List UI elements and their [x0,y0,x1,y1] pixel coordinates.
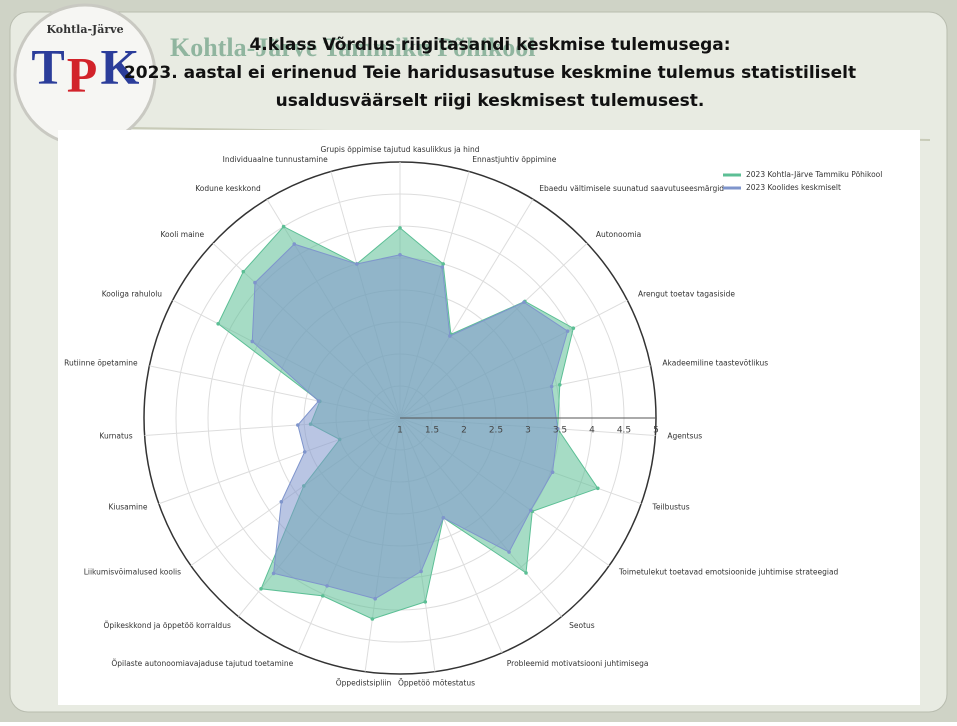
data-point [522,300,526,304]
r-tick-label: 2.5 [489,426,503,436]
data-point [282,225,286,229]
category-label: Rutiinne õpetamine [64,358,138,367]
data-point [448,334,452,338]
data-point [321,594,325,598]
category-label: Õpilaste autonoomiavajaduse tajutud toet… [111,659,293,668]
data-point [325,584,329,588]
data-point [441,262,445,266]
r-tick-label: 1.5 [425,426,439,436]
data-point [292,242,296,246]
data-point [272,572,276,576]
title-line: 2023. aastal ei erinenud Teie haridusasu… [124,63,856,83]
data-point [317,399,321,403]
logo-letter: T [31,38,64,94]
logo-top: Kohtla-Järve [46,23,123,36]
category-label: Õppetöö mõtestatus [398,679,475,688]
data-point [280,500,284,504]
r-tick-label: 5 [653,426,659,436]
data-point [371,617,375,621]
category-label: Kurnatus [99,431,132,440]
data-point [550,385,554,389]
category-label: Kiusamine [108,503,147,512]
data-point [524,571,528,575]
data-point [242,270,246,274]
r-tick-label: 4.5 [617,426,631,436]
data-point [398,226,402,230]
legend-label: 2023 Koolides keskmiselt [746,183,841,192]
r-tick-label: 2 [461,426,467,436]
data-point [259,587,263,591]
r-tick-label: 4 [589,426,595,436]
category-label: Akadeemiline taastevõtlikus [662,358,768,367]
category-label: Individuaalne tunnustamine [223,155,328,164]
category-label: Ebaedu vältimisele suunatud saavutuseesm… [539,184,724,193]
title-line: usaldusväärselt riigi keskmisest tulemus… [276,91,705,111]
logo-letter: P [67,46,98,102]
category-label: Autonoomia [596,230,641,239]
category-label: Teilbustus [652,503,690,512]
category-label: Kooli maine [160,230,204,239]
data-point [216,322,220,326]
category-label: Ennastjuhtiv õppimine [472,155,556,164]
category-label: Kodune keskkond [195,184,261,193]
data-point [423,600,427,604]
data-point [296,423,300,427]
data-point [398,253,402,257]
category-label: Kooliga rahulolu [102,290,163,299]
category-label: Seotus [569,621,595,630]
title-line: 4.klass Võrdlus riigitasandi keskmise tu… [249,35,730,55]
data-point [250,340,254,344]
data-point [572,326,576,330]
category-label: Agentsus [667,431,702,440]
r-tick-label: 3.5 [553,426,567,436]
data-point [373,597,377,601]
data-point [419,570,423,574]
data-point [253,281,257,285]
category-label: Toimetulekut toetavad emotsioonide juhti… [618,568,839,577]
data-point [551,470,555,474]
category-label: Probleemid motivatsiooni juhtimisega [507,659,649,668]
data-point [441,265,445,269]
legend-label: 2023 Kohtla-Järve Tammiku Põhikool [746,170,882,179]
r-tick-label: 1 [397,426,403,436]
data-point [566,329,570,333]
category-label: Õpikeskkond ja õppetöö korraldus [104,621,231,630]
category-label: Arengut toetav tagasiside [638,290,735,299]
data-point [529,508,533,512]
data-point [303,450,307,454]
data-point [355,262,359,266]
category-label: Grupis õppimise tajutud kasulikkus ja hi… [320,145,479,154]
r-tick-label: 3 [525,426,531,436]
data-point [558,383,562,387]
data-point [442,516,446,520]
data-point [507,550,511,554]
category-label: Liikumisvõimalused koolis [84,568,181,577]
data-point [596,486,600,490]
category-label: Õppedistsipliin [336,679,392,688]
slide: Kohtla-Järve T P K Kohtla-Järve Tammiku … [0,0,957,722]
